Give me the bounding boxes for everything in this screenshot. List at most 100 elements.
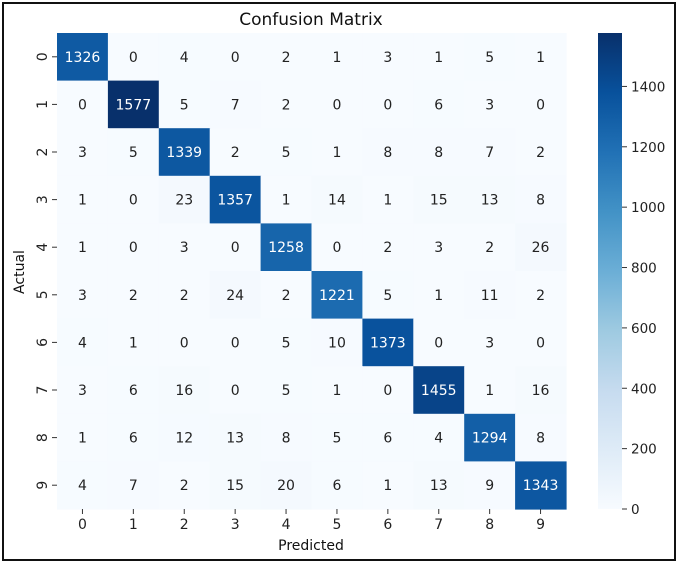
cell-value-label: 13 bbox=[226, 431, 244, 447]
cell-value-label: 13 bbox=[430, 478, 448, 494]
cell-value-label: 2 bbox=[536, 288, 545, 304]
x-tick-label: 2 bbox=[180, 517, 189, 533]
heatmap-cell bbox=[311, 271, 363, 320]
heatmap-cell bbox=[158, 318, 211, 367]
heatmap-cell bbox=[107, 128, 160, 177]
x-tick-label: 5 bbox=[332, 517, 341, 533]
heatmap-cell bbox=[209, 461, 262, 510]
cell-value-label: 3 bbox=[78, 145, 87, 161]
y-tick-label: 5 bbox=[35, 290, 51, 299]
cell-value-label: 5 bbox=[180, 97, 189, 113]
y-tick-label: 3 bbox=[35, 195, 51, 204]
heatmap-cell bbox=[107, 175, 160, 224]
heatmap-cell bbox=[57, 223, 109, 272]
heatmap-cell bbox=[107, 33, 160, 82]
heatmap-cell bbox=[209, 128, 262, 177]
heatmap-cell bbox=[515, 461, 567, 510]
cell-value-label: 6 bbox=[332, 478, 341, 494]
colorbar-tick-label: 1200 bbox=[631, 140, 665, 156]
cell-value-label: 2 bbox=[536, 145, 545, 161]
cell-value-label: 3 bbox=[180, 240, 189, 256]
heatmap-cell bbox=[107, 318, 160, 367]
cell-value-label: 4 bbox=[434, 431, 443, 447]
heatmap-cell bbox=[362, 175, 414, 224]
heatmap-cell bbox=[464, 318, 516, 367]
heatmap-cell bbox=[515, 80, 567, 129]
heatmap-cell bbox=[311, 413, 363, 462]
heatmap-cell bbox=[311, 366, 363, 415]
cell-value-label: 0 bbox=[332, 240, 341, 256]
heatmap-cell bbox=[158, 33, 211, 82]
heatmap-cell bbox=[158, 413, 211, 462]
cell-value-label: 15 bbox=[430, 193, 448, 209]
cell-value-label: 0 bbox=[231, 240, 240, 256]
cell-value-label: 4 bbox=[78, 478, 87, 494]
y-axis-ticks: 0 1 2 3 4 5 6 7 8 9 bbox=[35, 52, 57, 490]
heatmap-cell bbox=[515, 413, 567, 462]
y-tick-label: 7 bbox=[35, 386, 51, 395]
heatmap-cell bbox=[260, 33, 313, 82]
heatmap-cell bbox=[413, 128, 465, 177]
chart-title: Confusion Matrix bbox=[239, 10, 383, 30]
cell-value-label: 20 bbox=[277, 478, 295, 494]
cell-value-label: 0 bbox=[536, 97, 545, 113]
y-axis-label: Actual bbox=[12, 250, 28, 294]
heatmap-cell bbox=[311, 318, 363, 367]
cell-value-label: 0 bbox=[231, 50, 240, 66]
heatmap-cell bbox=[413, 33, 465, 82]
cell-value-label: 3 bbox=[78, 288, 87, 304]
heatmap-cell bbox=[158, 461, 211, 510]
cell-value-label: 3 bbox=[485, 97, 494, 113]
cell-value-label: 1 bbox=[282, 193, 291, 209]
cell-value-label: 0 bbox=[129, 50, 138, 66]
cell-value-label: 2 bbox=[231, 145, 240, 161]
heatmap-cell bbox=[413, 271, 465, 320]
cell-value-label: 5 bbox=[383, 288, 392, 304]
cell-value-label: 1 bbox=[383, 478, 392, 494]
heatmap-cell bbox=[57, 461, 109, 510]
cell-value-label: 0 bbox=[231, 335, 240, 351]
heatmap-cell bbox=[107, 413, 160, 462]
cell-value-label: 0 bbox=[78, 97, 87, 113]
cell-value-label: 3 bbox=[383, 50, 392, 66]
cell-value-label: 2 bbox=[282, 50, 291, 66]
cell-value-label: 11 bbox=[481, 288, 499, 304]
x-tick-label: 4 bbox=[282, 517, 291, 533]
cell-value-label: 0 bbox=[434, 335, 443, 351]
cell-value-label: 3 bbox=[485, 335, 494, 351]
heatmap-cell bbox=[515, 223, 567, 272]
x-tick-label: 8 bbox=[485, 517, 494, 533]
cell-value-label: 4 bbox=[78, 335, 87, 351]
heatmap-cell bbox=[464, 413, 516, 462]
x-tick-label: 3 bbox=[231, 517, 240, 533]
x-tick-label: 6 bbox=[383, 517, 392, 533]
heatmap-cell bbox=[311, 223, 363, 272]
cell-value-label: 2 bbox=[383, 240, 392, 256]
heatmap-cell bbox=[57, 80, 109, 129]
heatmap-cell bbox=[362, 461, 414, 510]
heatmap-cell bbox=[260, 128, 313, 177]
cell-value-label: 1455 bbox=[421, 383, 457, 399]
cell-value-label: 1577 bbox=[116, 97, 152, 113]
heatmap-cell bbox=[158, 223, 211, 272]
colorbar-tick-label: 400 bbox=[631, 381, 657, 397]
heatmap-cell bbox=[260, 366, 313, 415]
heatmap-cell bbox=[413, 461, 465, 510]
cell-value-label: 15 bbox=[226, 478, 244, 494]
cell-value-label: 1 bbox=[78, 193, 87, 209]
heatmap-cell bbox=[464, 223, 516, 272]
colorbar-tick-label: 1400 bbox=[631, 79, 665, 95]
heatmap-cell bbox=[209, 366, 262, 415]
cell-value-label: 1 bbox=[434, 50, 443, 66]
heatmap-cell bbox=[311, 128, 363, 177]
cell-value-label: 16 bbox=[175, 383, 193, 399]
heatmap-cell bbox=[515, 271, 567, 320]
y-tick-label: 1 bbox=[35, 100, 51, 109]
x-tick-label: 1 bbox=[129, 517, 138, 533]
heatmap-cell bbox=[413, 80, 465, 129]
heatmap-cell bbox=[107, 366, 160, 415]
heatmap-cell bbox=[260, 80, 313, 129]
cell-value-label: 1 bbox=[332, 145, 341, 161]
heatmap-cell bbox=[260, 318, 313, 367]
cell-value-label: 5 bbox=[282, 383, 291, 399]
